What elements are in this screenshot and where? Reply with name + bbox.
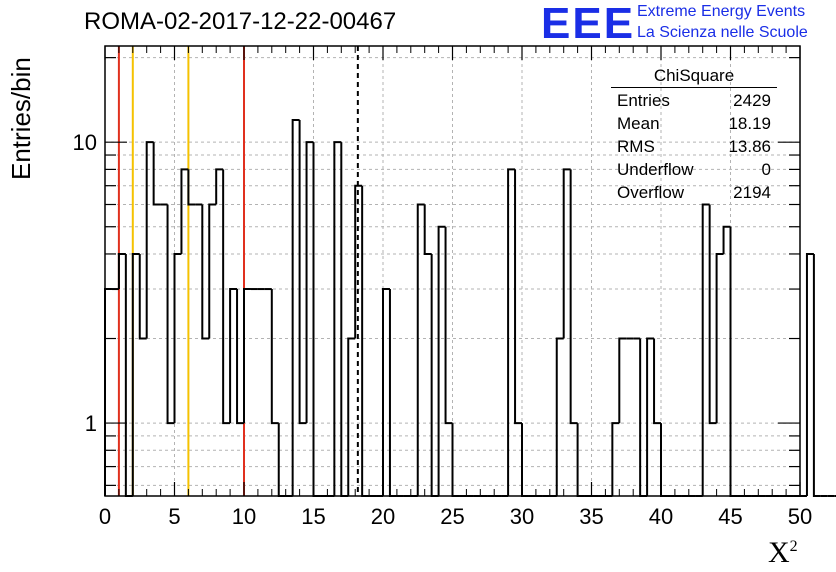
- stats-label: RMS: [617, 137, 655, 156]
- stats-value: 0: [761, 160, 771, 179]
- histogram-bin: [382, 288, 390, 496]
- histogram-bin: [187, 169, 196, 206]
- stats-row-rms: RMS 13.86: [611, 135, 777, 158]
- y-tick-label: 10: [73, 130, 97, 155]
- histogram-bin: [180, 168, 189, 254]
- stats-value: 2194: [733, 183, 771, 202]
- histogram-bin: [430, 253, 439, 497]
- axis-ticks: 0 5 10 15 20 25 30 35 40 45 50 1 10: [73, 46, 812, 529]
- stats-label: Mean: [617, 114, 660, 133]
- histogram-bin: [291, 118, 300, 496]
- histogram-bin: [562, 168, 571, 339]
- x-axis-label: X2: [768, 536, 798, 569]
- histogram-bin: [722, 225, 731, 254]
- histogram-bin: [805, 252, 814, 496]
- stats-row-underflow: Underflow 0: [611, 158, 777, 181]
- histogram-bin: [173, 252, 182, 424]
- y-tick-label: 1: [85, 411, 97, 436]
- histogram-bin: [354, 184, 363, 339]
- stats-row-mean: Mean 18.19: [611, 112, 777, 135]
- histogram-bin: [298, 119, 307, 425]
- histogram-bin: [646, 337, 655, 496]
- stats-box-title: ChiSquare: [611, 66, 777, 88]
- histogram-bin: [201, 204, 210, 340]
- histogram-bin: [639, 338, 648, 497]
- histogram-bin: [423, 204, 432, 255]
- histogram-bin: [117, 252, 126, 290]
- histogram-bin: [222, 169, 231, 425]
- y-axis-label: Entries/bin: [6, 57, 36, 180]
- stats-label: Entries: [617, 91, 670, 110]
- histogram-bin: [507, 168, 516, 496]
- org-name-line2: La Scienza nelle Scuole: [637, 24, 808, 41]
- stats-value: 2429: [733, 91, 771, 110]
- histogram-bin: [715, 252, 724, 424]
- x-tick-label: 30: [510, 504, 534, 529]
- x-tick-label: 50: [788, 504, 812, 529]
- org-name-line1: Extreme Energy Events: [637, 3, 806, 20]
- x-tick-label: 35: [579, 504, 603, 529]
- histogram-bin: [611, 422, 620, 496]
- histogram-bin: [340, 142, 349, 497]
- histogram-bin: [812, 253, 821, 497]
- histogram-bin: [166, 204, 175, 425]
- x-tick-label: 45: [718, 504, 742, 529]
- histogram-bin: [569, 169, 578, 425]
- histogram-bin: [347, 337, 356, 496]
- histogram-bin: [124, 253, 133, 497]
- stats-value: 13.86: [728, 137, 771, 156]
- stats-label: Overflow: [617, 183, 685, 202]
- histogram-bin: [312, 142, 321, 497]
- x-tick-label: 40: [649, 504, 673, 529]
- histogram-bin: [152, 142, 161, 206]
- histogram-bin: [437, 225, 446, 496]
- histogram-bin: [653, 338, 661, 425]
- histogram-bin: [138, 253, 147, 340]
- x-tick-label: 25: [440, 504, 464, 529]
- histogram-bin: [270, 289, 279, 425]
- stats-row-overflow: Overflow 2194: [611, 181, 777, 204]
- histogram-bin: [416, 203, 425, 496]
- histogram-bin: [208, 203, 217, 339]
- x-tick-label: 15: [301, 504, 325, 529]
- x-tick-label: 5: [168, 504, 180, 529]
- histogram-bin: [701, 203, 710, 496]
- histogram-bin: [104, 288, 112, 496]
- histogram-bin: [131, 252, 140, 496]
- histogram-title: ROMA-02-2017-12-22-00467: [84, 8, 397, 35]
- stats-box: ChiSquare Entries 2429 Mean 18.19 RMS 13.86…: [611, 66, 777, 204]
- histogram-bin: [145, 141, 154, 339]
- histogram-bin: [305, 141, 314, 424]
- histogram-bin: [514, 169, 522, 425]
- histogram-bin: [243, 288, 251, 424]
- x-tick-label: 0: [99, 504, 111, 529]
- stats-label: Underflow: [617, 160, 694, 179]
- histogram-bin: [729, 226, 738, 497]
- histogram-bin: [444, 226, 453, 425]
- histogram-bin: [236, 289, 244, 425]
- stats-value: 18.19: [728, 114, 771, 133]
- histogram-bin: [333, 141, 342, 496]
- reference-lines: [117, 46, 359, 496]
- histogram-bin: [361, 185, 370, 497]
- histogram-bin: [555, 337, 564, 496]
- histogram-bin: [388, 289, 397, 497]
- x-tick-label: 10: [232, 504, 256, 529]
- histogram-bin: [708, 204, 717, 425]
- histogram-bin: [618, 337, 627, 424]
- eee-logo: EEE: [541, 0, 636, 48]
- histogram-bin: [215, 168, 224, 205]
- stats-row-entries: Entries 2429: [611, 89, 777, 112]
- x-tick-label: 20: [371, 504, 395, 529]
- histogram-bin: [229, 288, 238, 424]
